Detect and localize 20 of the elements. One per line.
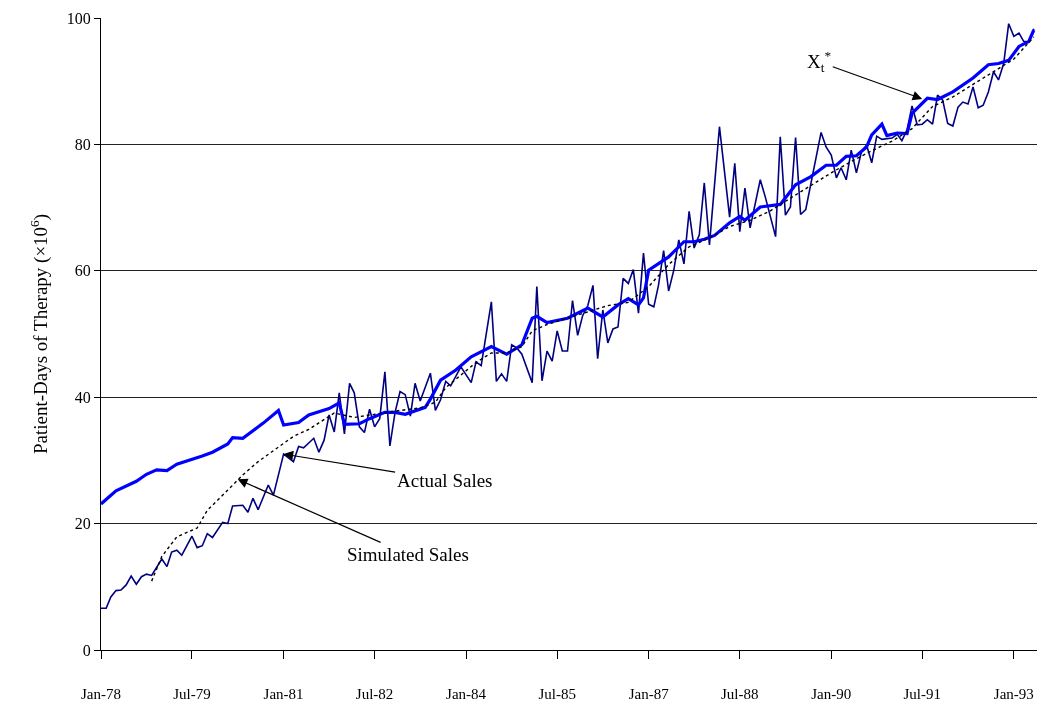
x-tick-label: Jan-93 [993,686,1034,703]
x-tick-label: Jan-90 [811,686,852,703]
x-tick-label: Jan-84 [446,686,487,703]
x-tick-label: Jul-85 [538,686,576,703]
line-series [101,28,1036,506]
x-tick-label: Jan-87 [628,686,670,703]
y-tick-label: 100 [66,9,91,27]
y-tick-label: 0 [82,641,91,659]
x-tick-label: Jul-79 [173,686,211,703]
x-tick-label: Jul-91 [903,686,941,703]
x-tick-label: Jul-82 [355,686,394,703]
x-tick-label: Jul-88 [721,686,759,703]
annotation: Simulated Sales [347,544,469,565]
y-tick-label: 80 [74,136,91,153]
x-tick-label: Jan-81 [263,686,304,703]
y-tick-label: 60 [74,262,91,280]
y-tick-label: 40 [74,388,91,406]
annotation: Actual Sales [397,470,493,491]
x-tick-label: Jan-78 [81,686,121,703]
y-tick-label: 20 [74,515,91,533]
